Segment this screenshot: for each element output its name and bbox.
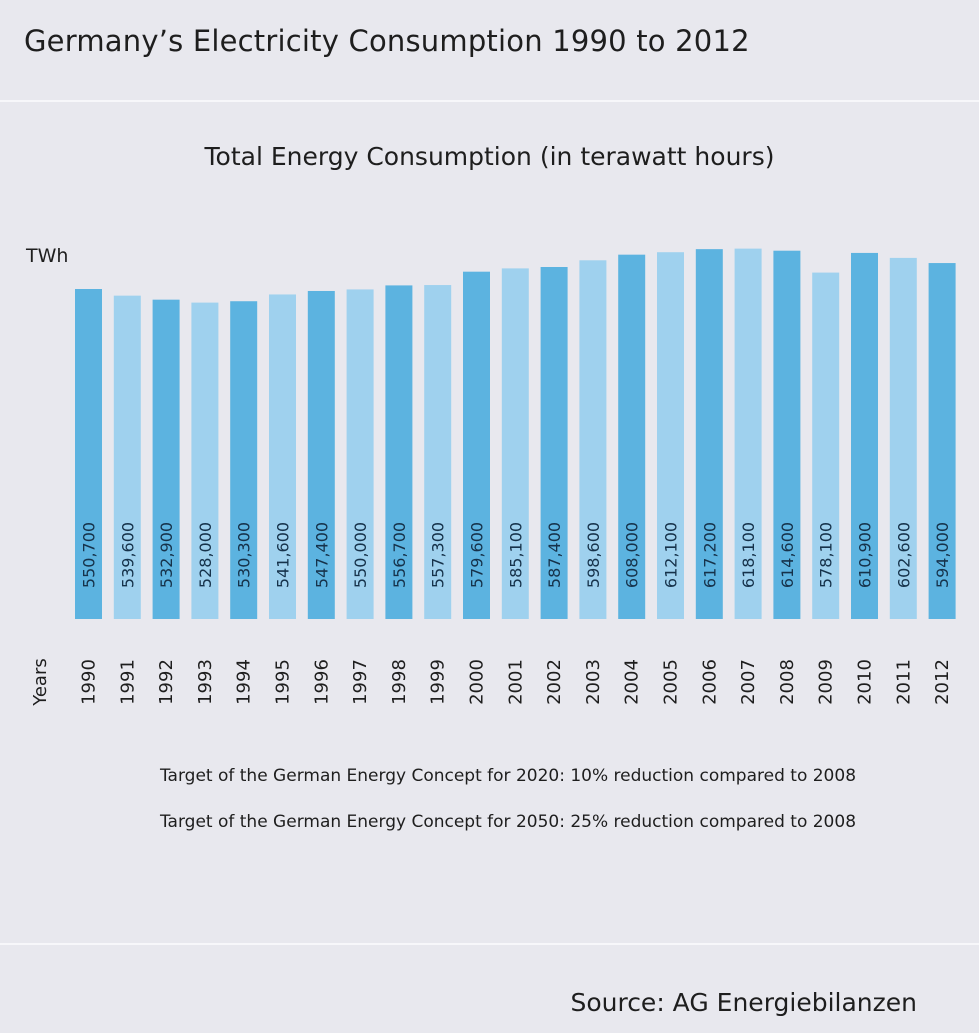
footer-divider: [0, 943, 979, 945]
page-title: Germany’s Electricity Consumption 1990 t…: [24, 24, 750, 58]
bar-2003: [579, 260, 607, 619]
data-label-1994: 530,300: [235, 522, 254, 588]
data-label-2003: 598,600: [584, 522, 603, 588]
x-tick-2002: 2002: [544, 659, 565, 705]
data-label-2012: 594,000: [933, 522, 952, 588]
x-tick-2005: 2005: [661, 659, 682, 705]
x-tick-2001: 2001: [505, 659, 526, 705]
data-label-2001: 585,100: [506, 522, 525, 588]
data-label-2006: 617,200: [700, 522, 719, 588]
x-tick-2007: 2007: [738, 659, 759, 705]
x-tick-1991: 1991: [117, 659, 138, 705]
data-label-1991: 539,600: [118, 522, 137, 588]
bar-2009: [812, 272, 840, 619]
x-tick-2011: 2011: [893, 659, 914, 705]
chart-title: Total Energy Consumption (in terawatt ho…: [204, 142, 775, 171]
x-tick-1996: 1996: [311, 659, 332, 705]
x-tick-1998: 1998: [389, 659, 410, 705]
bar-1994: [230, 301, 258, 619]
bar-2012: [928, 263, 956, 619]
x-tick-2004: 2004: [622, 659, 643, 705]
bar-2006: [695, 249, 723, 620]
x-tick-1995: 1995: [273, 659, 294, 705]
data-label-2009: 578,100: [817, 522, 836, 588]
note-2020-target: Target of the German Energy Concept for …: [159, 766, 857, 786]
bar-1990: [75, 289, 102, 619]
bar-1996: [307, 290, 335, 619]
x-tick-1999: 1999: [428, 659, 449, 705]
x-tick-2008: 2008: [777, 659, 798, 705]
bar-2002: [540, 267, 568, 619]
data-label-1999: 557,300: [429, 522, 448, 588]
bar-2007: [734, 248, 762, 620]
data-label-2010: 610,900: [856, 522, 875, 588]
x-tick-1994: 1994: [234, 659, 255, 705]
data-label-1996: 547,400: [312, 522, 331, 588]
data-label-1992: 532,900: [157, 522, 176, 588]
x-tick-2009: 2009: [816, 659, 837, 705]
header: Germany’s Electricity Consumption 1990 t…: [0, 0, 979, 102]
data-label-1997: 550,000: [351, 522, 370, 588]
bar-2000: [463, 271, 490, 619]
data-label-2004: 608,000: [623, 522, 642, 588]
x-axis-title: Years: [30, 658, 51, 707]
data-label-2005: 612,100: [662, 522, 681, 588]
data-label-1995: 541,600: [274, 522, 293, 588]
bar-2005: [657, 252, 684, 619]
x-tick-1990: 1990: [79, 659, 100, 705]
bar-1993: [191, 302, 219, 619]
x-tick-1993: 1993: [195, 659, 216, 705]
bar-chart: Years 550,700 1990 539,600 1991 532,900 1992 52…: [30, 248, 956, 707]
bar-2008: [773, 250, 801, 619]
data-label-1998: 556,700: [390, 522, 409, 588]
data-label-1993: 528,000: [196, 522, 215, 588]
data-label-2000: 579,600: [468, 522, 487, 588]
x-tick-2003: 2003: [583, 659, 604, 705]
bar-2011: [889, 257, 917, 619]
bar-2001: [501, 268, 529, 619]
bar-1991: [113, 295, 141, 619]
data-label-2011: 602,600: [894, 522, 913, 588]
data-label-1990: 550,700: [80, 522, 99, 588]
bar-1998: [385, 285, 413, 619]
bar-1995: [269, 294, 296, 619]
x-tick-1992: 1992: [156, 659, 177, 705]
x-tick-2000: 2000: [467, 659, 488, 705]
y-unit-label: TWh: [26, 245, 69, 267]
data-label-2007: 618,100: [739, 522, 758, 588]
bar-1997: [346, 289, 374, 619]
x-tick-1997: 1997: [350, 659, 371, 705]
bar-2010: [851, 252, 878, 620]
note-2050-target: Target of the German Energy Concept for …: [159, 812, 857, 832]
x-tick-2006: 2006: [699, 659, 720, 705]
bar-1992: [152, 299, 180, 619]
x-tick-2012: 2012: [932, 659, 953, 705]
x-tick-2010: 2010: [855, 659, 876, 705]
bar-1999: [424, 285, 452, 619]
data-label-2002: 587,400: [545, 522, 564, 588]
data-label-2008: 614,600: [778, 522, 797, 588]
bar-2004: [618, 254, 646, 619]
source-credit: Source: AG Energiebilanzen: [570, 988, 917, 1017]
